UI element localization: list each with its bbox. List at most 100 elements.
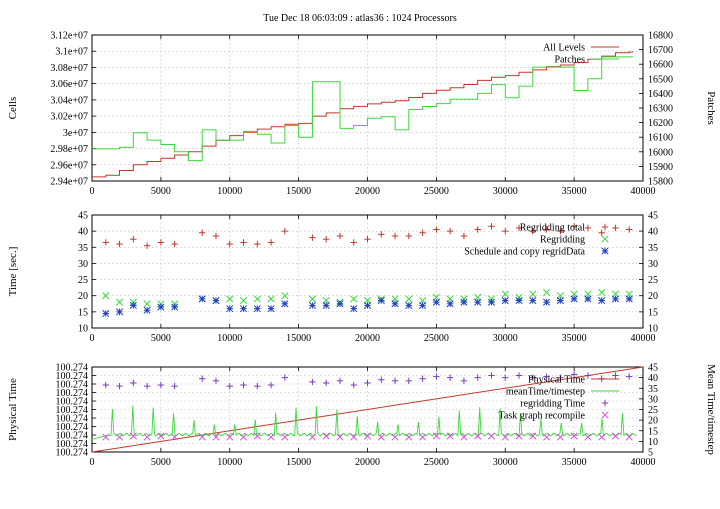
series-2-3-point-d2 <box>143 433 151 441</box>
y-tick-label: 45 <box>78 211 88 222</box>
series-2-3-point-d2 <box>474 432 482 440</box>
series-2-3-point-d2 <box>267 433 275 441</box>
legend-label: meanTime/timestep <box>506 387 585 398</box>
series-2-1-line <box>91 405 637 440</box>
legend-marker-d2 <box>601 247 609 255</box>
series-1-1-point-d2 <box>102 292 110 300</box>
series-2-3-point-d2 <box>515 432 523 440</box>
series-2-3-point-d2 <box>115 433 124 441</box>
series-1-2-point-d2 <box>350 305 358 313</box>
series-1-2-point-d2 <box>129 301 137 309</box>
series-2-3-point-d2 <box>625 433 633 441</box>
series-0-0-line <box>92 51 633 178</box>
series-2-3-point-d2 <box>350 433 358 441</box>
series-0-1-line <box>92 56 633 162</box>
plot-frame <box>91 214 644 329</box>
series-1-2-point-d2 <box>584 295 592 303</box>
y2-tick-label: 25 <box>648 405 658 416</box>
series-1-1-point-d2 <box>543 288 551 297</box>
y-tick-label: 100.274 <box>56 380 89 391</box>
series-1-2-point-d2 <box>405 301 413 309</box>
y-tick-label: 100.274 <box>56 422 89 433</box>
series-1-2-point-d2 <box>487 298 496 306</box>
series-2-3-point-d2 <box>281 433 289 441</box>
series-2-3-point-d2 <box>446 432 454 440</box>
series-1-2-point-d2 <box>171 303 179 311</box>
legend-label: Patches <box>554 55 585 66</box>
series-1-2-point-d2 <box>308 301 316 309</box>
series-1-2-point-d2 <box>446 300 454 308</box>
y2-tick-label: 20 <box>648 291 658 302</box>
series-2-3-point-d2 <box>322 432 330 440</box>
series-1-2-point-d2 <box>267 305 275 313</box>
series-1-2-point-d2 <box>501 297 509 305</box>
x-tick-label: 25000 <box>424 186 449 197</box>
y2-tick-label: 5 <box>648 448 653 459</box>
series-2-3-point-d2 <box>419 433 427 441</box>
y-tick-label: 3.06e+07 <box>50 79 88 90</box>
series-1-1-point-d2 <box>129 298 137 306</box>
series-2-3-point-d2 <box>102 433 110 441</box>
series-2-3-point-d2 <box>308 433 316 441</box>
series-1-2-point-d2 <box>157 303 165 311</box>
y-tick-label: 2.94e+07 <box>50 177 88 188</box>
y2-tick-label: 16300 <box>648 104 673 115</box>
y2-tick-label: 16200 <box>648 118 673 129</box>
x-tick-label: 25000 <box>424 457 449 468</box>
y-tick-label: 3e+07 <box>63 128 88 139</box>
x-tick-label: 20000 <box>355 186 380 197</box>
plot-frame <box>91 34 644 182</box>
series-1-1-point-d2 <box>157 300 165 308</box>
series-1-2-point-d2 <box>543 298 551 306</box>
series-2-3-point-d2 <box>432 432 440 440</box>
series-1-2-point-d2 <box>102 309 110 318</box>
y-axis-label: Physical Time <box>7 378 19 441</box>
series-2-3-point-d2 <box>336 433 344 441</box>
x-tick-label: 5000 <box>151 457 171 468</box>
series-2-3-point-d2 <box>487 432 496 440</box>
series-2-3-point-d2 <box>556 433 564 441</box>
x-tick-label: 30000 <box>493 457 518 468</box>
series-1-2-point-d2 <box>598 297 606 305</box>
series-2-0-line <box>91 366 644 453</box>
y2-tick-label: 16000 <box>648 147 673 158</box>
panel-cells-patches: 0 5000 10000 15000 20000 25000 30000 35000 40000… <box>7 31 717 198</box>
series-2-3-point-d2 <box>598 433 606 441</box>
y2-tick-label: 35 <box>648 384 658 395</box>
y-tick-label: 100.274 <box>56 431 89 442</box>
x-tick-label: 30000 <box>493 186 518 197</box>
x-tick-label: 40000 <box>631 186 656 197</box>
series-1-2-point-d2 <box>226 305 234 313</box>
y2-tick-label: 16500 <box>648 74 673 85</box>
series-1-2-point-d2 <box>419 301 427 309</box>
series-2-3-point-d2 <box>239 433 248 441</box>
y2-tick-label: 45 <box>648 363 658 374</box>
x-tick-label: 0 <box>90 457 95 468</box>
x-tick-label: 10000 <box>217 457 242 468</box>
y2-axis-label: Mean Time/timestep <box>705 364 717 455</box>
x-tick-label: 0 <box>90 186 95 197</box>
series-2-3-point-d2 <box>129 432 137 440</box>
series-2-3-point-d2 <box>584 433 592 441</box>
series-2-3-point-d2 <box>198 433 206 441</box>
x-tick-label: 10000 <box>217 333 242 344</box>
legend-label: Regridding total <box>520 223 585 234</box>
y-tick-label: 10 <box>78 324 88 335</box>
y2-tick-label: 25 <box>648 275 658 286</box>
y2-tick-label: 40 <box>648 227 658 238</box>
series-2-3-point-d2 <box>501 433 509 441</box>
series-1-2-point-d2 <box>336 300 344 308</box>
series-1-2-point-d2 <box>432 298 440 306</box>
y2-tick-label: 30 <box>648 259 658 270</box>
series-1-2-point-d2 <box>115 308 124 316</box>
series-1-1-point-d2 <box>281 292 289 300</box>
series-1-1-point-d2 <box>115 298 124 306</box>
series-2-3-point-d2 <box>405 433 413 441</box>
x-tick-label: 35000 <box>562 457 587 468</box>
y2-axis-label: Patches <box>705 91 717 125</box>
y-tick-label: 30 <box>78 259 88 270</box>
y2-tick-label: 40 <box>648 373 658 384</box>
y2-tick-label: 15900 <box>648 162 673 173</box>
y-tick-label: 100.274 <box>56 405 89 416</box>
